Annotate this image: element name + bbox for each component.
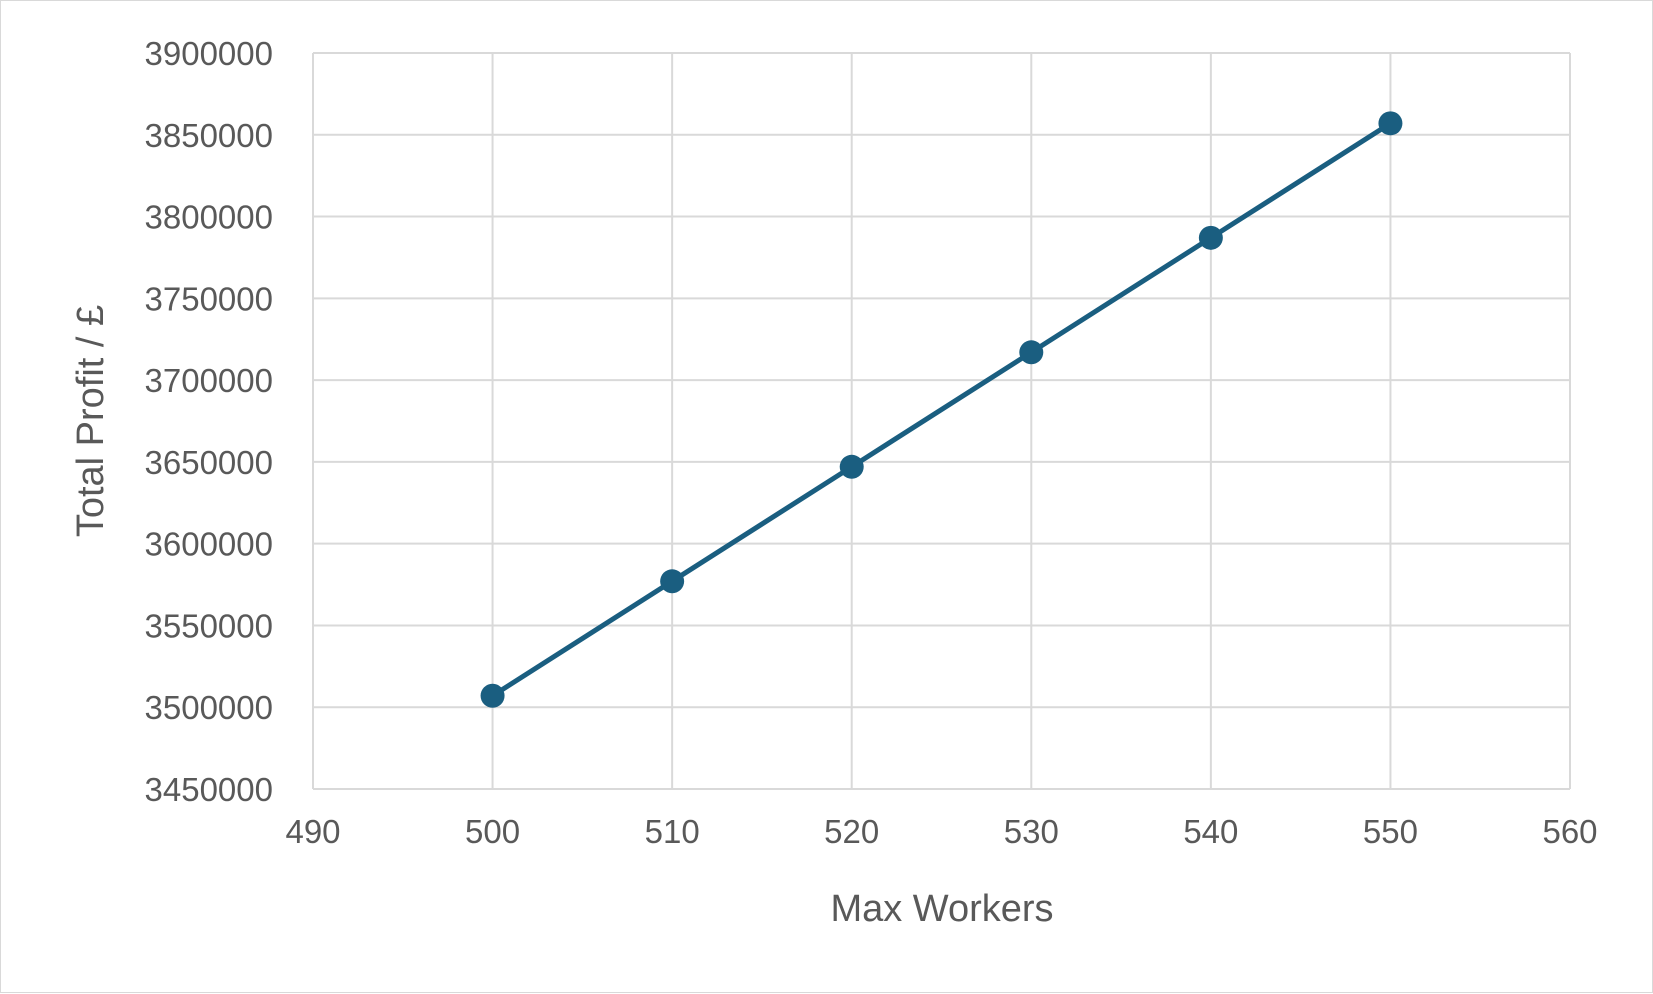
y-tick-label: 3800000 — [145, 199, 273, 236]
y-tick-label: 3650000 — [145, 444, 273, 481]
x-tick-label: 500 — [465, 813, 520, 850]
data-point — [480, 683, 505, 708]
gridlines — [312, 52, 1571, 790]
y-tick-label: 3700000 — [145, 362, 273, 399]
x-tick-label: 540 — [1183, 813, 1238, 850]
data-point — [1378, 111, 1403, 136]
data-series — [480, 111, 1403, 708]
data-point — [660, 569, 685, 594]
y-tick-label: 3850000 — [145, 117, 273, 154]
y-axis-title: Total Profit / £ — [70, 305, 112, 537]
data-point — [1198, 225, 1223, 250]
y-tick-label: 3900000 — [145, 35, 273, 72]
x-axis-title: Max Workers — [830, 888, 1053, 930]
x-tick-label: 510 — [645, 813, 700, 850]
series-line — [490, 120, 1393, 699]
y-tick-label: 3550000 — [145, 607, 273, 644]
x-tick-label: 520 — [824, 813, 879, 850]
y-tick-label: 3600000 — [145, 526, 273, 563]
x-tick-label: 560 — [1542, 813, 1597, 850]
y-tick-label: 3750000 — [145, 280, 273, 317]
x-tick-label: 490 — [285, 813, 340, 850]
x-tick-label: 550 — [1363, 813, 1418, 850]
data-point — [839, 454, 864, 479]
data-point — [1019, 340, 1044, 365]
y-axis-tick-labels: 3450000 3500000 3550000 3600000 3650000 37000… — [145, 35, 273, 808]
x-axis-tick-labels: 490 500 510 520 530 540 550 560 — [285, 813, 1597, 850]
x-tick-label: 530 — [1004, 813, 1059, 850]
y-tick-label: 3450000 — [145, 771, 273, 808]
y-tick-label: 3500000 — [145, 689, 273, 726]
